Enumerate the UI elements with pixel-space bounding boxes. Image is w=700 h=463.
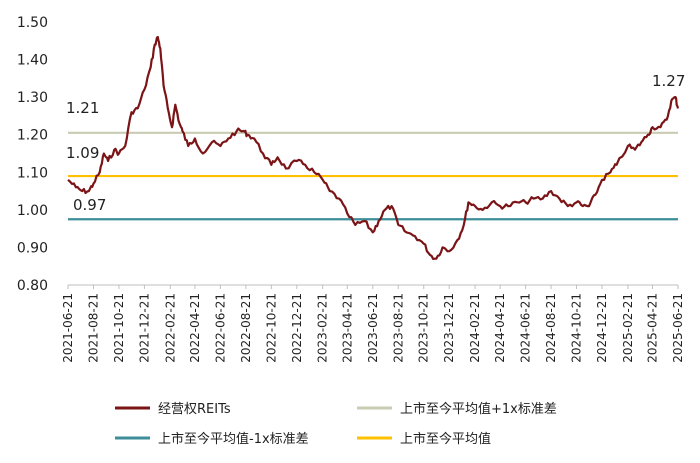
x-tick-label: 2023-08-21 — [391, 293, 405, 363]
legend: 经营权REITs 上市至今平均值+1x标准差 上市至今平均值-1x标准差 上市至… — [115, 401, 557, 447]
y-tick-label: 1.10 — [17, 165, 48, 181]
x-tick-label: 2024-08-21 — [544, 293, 558, 363]
annotation-lower: 0.97 — [73, 196, 106, 214]
x-tick-label: 2023-06-21 — [366, 293, 380, 363]
y-tick-label: 0.80 — [17, 278, 48, 294]
x-tick-label: 2021-06-21 — [61, 293, 75, 363]
y-tick-label: 1.20 — [17, 128, 48, 144]
x-tick-label: 2021-08-21 — [86, 293, 100, 363]
x-tick-label: 2023-04-21 — [340, 293, 354, 363]
x-axis: 2021-06-21 2021-08-21 2021-10-21 2021-12-21… — [61, 284, 685, 363]
legend-label-upper: 上市至今平均值+1x标准差 — [400, 401, 557, 417]
x-tick-label: 2025-06-21 — [671, 293, 685, 363]
reference-lines — [68, 131, 678, 221]
x-tick-label: 2025-02-21 — [621, 293, 635, 363]
x-tick-label: 2024-04-21 — [493, 293, 507, 363]
x-tick-label: 2022-08-21 — [239, 293, 253, 363]
annotations: 1.21 1.09 0.97 1.27 — [66, 72, 685, 214]
x-tick-label: 2023-02-21 — [316, 293, 330, 363]
x-tick-label: 2021-10-21 — [112, 293, 126, 363]
x-tick-label: 2024-02-21 — [468, 293, 482, 363]
annotation-upper: 1.21 — [66, 99, 99, 117]
y-tick-label: 1.50 — [17, 15, 48, 31]
x-tick-label: 2022-12-21 — [290, 293, 304, 363]
y-tick-label: 1.00 — [17, 203, 48, 219]
x-tick-label: 2021-12-21 — [137, 293, 151, 363]
series-line-reits — [67, 35, 680, 260]
x-tick-label: 2024-06-21 — [519, 293, 533, 363]
y-tick-label: 1.30 — [17, 90, 48, 106]
x-tick-label: 2023-10-21 — [417, 293, 431, 363]
x-tick-label: 2022-10-21 — [264, 293, 278, 363]
x-tick-label: 2022-06-21 — [213, 293, 227, 363]
annotation-mean: 1.09 — [66, 144, 99, 162]
x-tick-label: 2024-12-21 — [595, 293, 609, 363]
legend-label-reits: 经营权REITs — [158, 401, 231, 417]
legend-label-mean: 上市至今平均值 — [400, 431, 491, 447]
y-axis: 0.80 0.90 1.00 1.10 1.20 1.30 1.40 1.50 — [17, 15, 48, 294]
x-tick-label: 2023-12-21 — [442, 293, 456, 363]
x-tick-label: 2024-10-21 — [570, 293, 584, 363]
x-tick-label: 2022-04-21 — [188, 293, 202, 363]
annotation-last: 1.27 — [652, 72, 685, 90]
y-tick-label: 1.40 — [17, 53, 48, 69]
legend-label-lower: 上市至今平均值-1x标准差 — [158, 431, 309, 447]
x-tick-label: 2022-02-21 — [163, 293, 177, 363]
y-tick-label: 0.90 — [17, 240, 48, 256]
x-tick-label: 2025-04-21 — [646, 293, 660, 363]
